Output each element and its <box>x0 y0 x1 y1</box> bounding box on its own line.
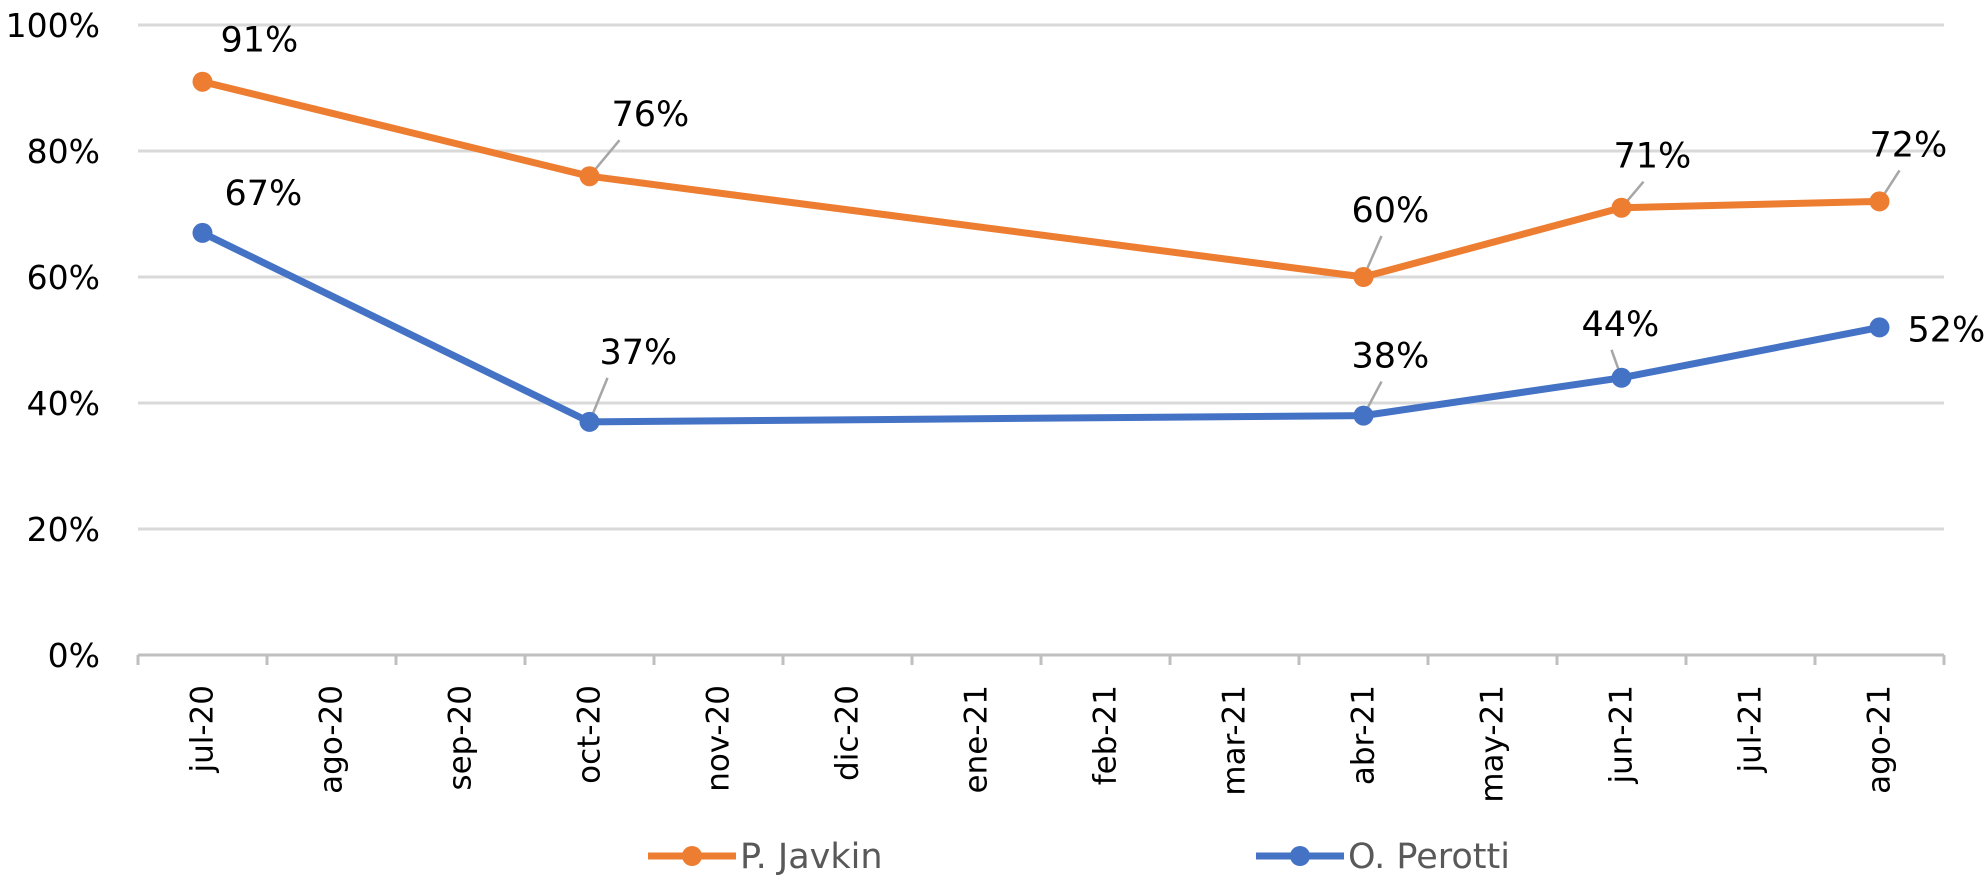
x-tick-label: dic-20 <box>830 685 866 781</box>
x-tick-label: ago-21 <box>1862 685 1898 794</box>
legend-swatch-marker <box>1290 846 1310 866</box>
y-tick-label: 80% <box>27 132 100 171</box>
x-tick-label: feb-21 <box>1088 685 1124 785</box>
x-tick-label: nov-20 <box>701 685 737 792</box>
data-point <box>579 411 600 432</box>
y-tick-label: 20% <box>27 510 100 549</box>
x-tick-label: jul-20 <box>185 685 221 774</box>
data-label: 71% <box>1614 137 1692 177</box>
y-tick-label: 60% <box>27 258 100 297</box>
data-label: 38% <box>1352 337 1430 377</box>
data-label: 72% <box>1870 125 1948 165</box>
data-label: 91% <box>221 21 299 61</box>
data-label: 67% <box>225 174 303 214</box>
y-tick-label: 0% <box>48 636 100 675</box>
data-point <box>192 71 213 92</box>
y-tick-label: 40% <box>27 384 100 423</box>
data-point <box>1353 405 1374 426</box>
x-tick-label: jun-21 <box>1604 685 1640 785</box>
data-label: 76% <box>612 95 690 135</box>
data-point <box>192 222 213 243</box>
x-tick-label: ene-21 <box>959 685 995 793</box>
legend-swatch-marker <box>682 846 702 866</box>
series-line <box>199 78 1883 281</box>
x-tick-label: oct-20 <box>572 685 608 784</box>
data-point <box>1353 267 1374 287</box>
x-tick-label: jul-21 <box>1733 685 1769 774</box>
legend-label: O. Perotti <box>1348 837 1510 876</box>
data-label: 60% <box>1352 191 1430 231</box>
x-tick-label: abr-21 <box>1346 685 1382 785</box>
data-label: 44% <box>1582 305 1660 345</box>
data-point <box>1869 191 1890 212</box>
legend-label: P. Javkin <box>740 837 883 876</box>
data-point <box>1869 317 1890 338</box>
data-point <box>579 166 600 187</box>
y-tick-label: 100% <box>6 6 100 45</box>
data-point <box>1611 367 1632 388</box>
x-tick-label: mar-21 <box>1217 685 1253 796</box>
x-tick-label: sep-20 <box>443 685 479 791</box>
data-label: 37% <box>600 333 678 373</box>
data-label: 52% <box>1908 310 1986 350</box>
data-point <box>1611 197 1632 218</box>
x-tick-label: ago-20 <box>314 685 350 794</box>
x-tick-label: may-21 <box>1475 685 1511 803</box>
